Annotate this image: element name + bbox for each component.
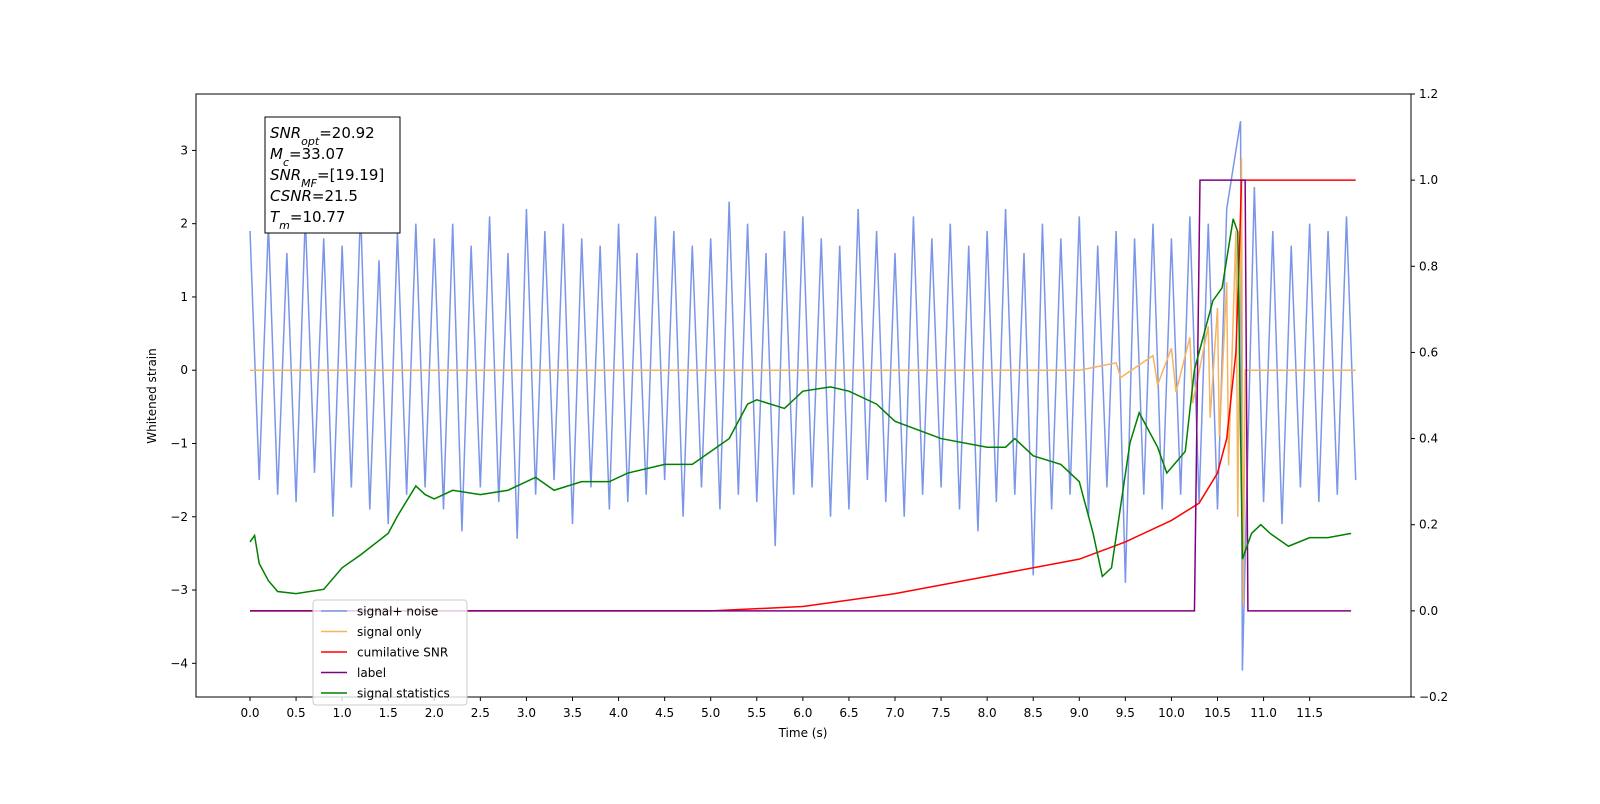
y-tick-label: 0 <box>180 363 188 377</box>
x-tick-label: 11.5 <box>1296 706 1323 720</box>
annotation-line: Tm=10.77 <box>270 208 345 232</box>
annotation-value: =33.07 <box>289 145 345 163</box>
annotation-line: Mc=33.07 <box>270 145 345 169</box>
y2-tick-label: 1.0 <box>1419 173 1438 187</box>
annotation-line: SNRopt=20.92 <box>270 124 375 148</box>
annotation-value: =21.5 <box>312 187 358 205</box>
annotation-symbol: CSNR <box>270 187 312 205</box>
x-tick-label: 11.0 <box>1250 706 1277 720</box>
y2-tick-label: 0.6 <box>1419 345 1438 359</box>
y-tick-label: −1 <box>170 436 188 450</box>
y-tick-label: −4 <box>170 656 188 670</box>
annotation-subscript: c <box>283 156 289 169</box>
legend-label: signal statistics <box>357 687 450 701</box>
annotation-subscript: opt <box>301 135 320 148</box>
legend-label: signal+ noise <box>357 605 438 619</box>
legend-label: cumilative SNR <box>357 646 448 660</box>
x-tick-label: 0.0 <box>240 706 259 720</box>
x-tick-label: 6.5 <box>839 706 858 720</box>
annotation-symbol: SNR <box>270 166 301 184</box>
x-tick-label: 10.0 <box>1158 706 1185 720</box>
y-tick-label: −2 <box>170 510 188 524</box>
y-tick-label: 2 <box>180 217 188 231</box>
legend-label: signal only <box>357 625 422 639</box>
annotation-symbol: M <box>270 145 283 163</box>
annotation-subscript: m <box>279 219 290 232</box>
y-tick-label: 3 <box>180 143 188 157</box>
x-tick-label: 5.5 <box>747 706 766 720</box>
x-tick-label: 6.0 <box>793 706 812 720</box>
y2-tick-label: 0.4 <box>1419 432 1438 446</box>
series-line <box>249 218 1352 595</box>
annotation-symbol: SNR <box>270 124 301 142</box>
legend-label: label <box>357 666 386 680</box>
x-tick-label: 9.5 <box>1116 706 1135 720</box>
x-tick-label: 5.0 <box>701 706 720 720</box>
x-tick-label: 3.0 <box>517 706 536 720</box>
plot-frame <box>195 93 1412 698</box>
y2-tick-label: 0.8 <box>1419 259 1438 273</box>
annotation-value: =20.92 <box>319 124 375 142</box>
x-tick-label: 1.5 <box>379 706 398 720</box>
annotation-line: CSNR=21.5 <box>270 187 358 205</box>
legend: signal+ noise signal only cumilative SNR la… <box>312 599 468 706</box>
x-tick-label: 7.5 <box>932 706 951 720</box>
x-axis-label: Time (s) <box>778 726 828 740</box>
x-tick-label: 2.5 <box>471 706 490 720</box>
x-tick-label: 9.0 <box>1070 706 1089 720</box>
annotation-box: SNRopt=20.92Mc=33.07SNRMF=[19.19]CSNR=21… <box>264 116 401 234</box>
y2-tick-label: 0.2 <box>1419 518 1438 532</box>
y2-tick-label: −0.2 <box>1419 690 1448 704</box>
annotation-value: =10.77 <box>290 208 346 226</box>
x-tick-label: 10.5 <box>1204 706 1231 720</box>
y2-tick-label: 1.2 <box>1419 87 1438 101</box>
x-tick-label: 7.0 <box>885 706 904 720</box>
legend-frame <box>312 599 468 706</box>
x-tick-label: 4.5 <box>655 706 674 720</box>
x-tick-label: 0.5 <box>287 706 306 720</box>
annotation-frame <box>264 116 401 234</box>
annotation-symbol: T <box>270 208 281 226</box>
series-line <box>249 120 1357 671</box>
annotation-line: SNRMF=[19.19] <box>270 166 384 190</box>
y2-tick-label: 0.0 <box>1419 604 1438 618</box>
y-tick-label: −3 <box>170 583 188 597</box>
y-axis-label: Whitened strain <box>145 348 159 444</box>
x-tick-label: 8.0 <box>978 706 997 720</box>
annotation-subscript: MF <box>301 177 317 190</box>
x-tick-label: 3.5 <box>563 706 582 720</box>
x-tick-label: 8.5 <box>1024 706 1043 720</box>
x-tick-label: 4.0 <box>609 706 628 720</box>
x-tick-label: 1.0 <box>333 706 352 720</box>
x-tick-label: 2.0 <box>425 706 444 720</box>
series-line <box>250 179 1352 612</box>
y-tick-label: 1 <box>180 290 188 304</box>
annotation-value: =[19.19] <box>317 166 384 184</box>
